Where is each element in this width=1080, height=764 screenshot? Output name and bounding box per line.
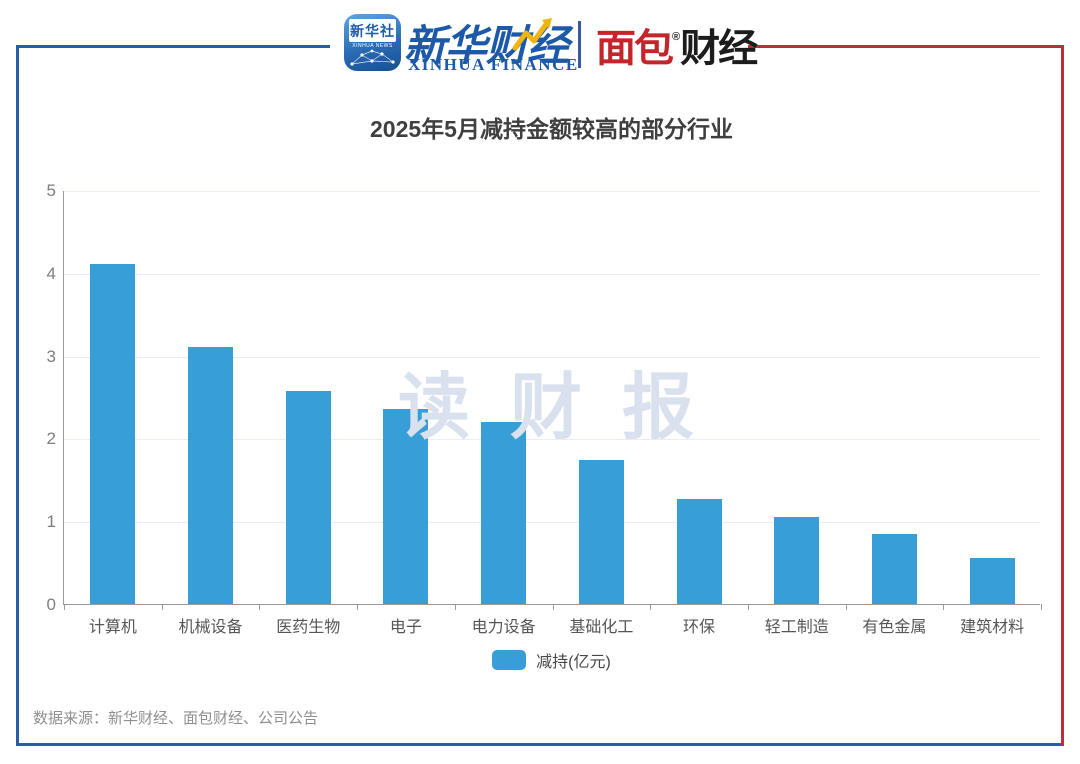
bar xyxy=(676,498,722,604)
bar xyxy=(969,558,1015,604)
y-tick-label: 5 xyxy=(46,181,56,200)
x-axis-tick xyxy=(357,604,359,610)
x-axis-tick xyxy=(64,604,65,610)
frame-top-right-line xyxy=(748,45,1064,48)
gridline-1 xyxy=(64,522,1040,524)
x-axis-tick xyxy=(552,604,554,610)
gridline-5 xyxy=(64,191,1040,192)
bar xyxy=(383,409,429,604)
legend-label: 减持(亿元) xyxy=(536,654,611,671)
x-tick-label: 计算机 xyxy=(88,619,137,636)
frame-bottom-line xyxy=(16,743,1064,746)
x-axis-tick xyxy=(161,604,163,610)
x-tick-label: 医药生物 xyxy=(276,619,341,636)
x-axis-tick xyxy=(454,604,456,610)
bar xyxy=(188,346,234,604)
xinhua-news-app-subtitle: XINHUA NEWS xyxy=(352,43,393,49)
y-tick-label: 4 xyxy=(46,263,56,283)
x-axis-tick xyxy=(650,604,652,610)
x-axis-tick xyxy=(259,604,261,610)
x-tick-label: 电子 xyxy=(389,619,422,636)
bar xyxy=(871,534,917,604)
breadfinance-logo-red: 面包 xyxy=(596,27,674,71)
x-tick-label: 环保 xyxy=(683,619,716,636)
y-tick-label: 3 xyxy=(46,346,56,366)
bar xyxy=(90,263,136,604)
data-source-note: 数据来源：新华财经、面包财经、公司公告 xyxy=(33,710,319,727)
x-axis-tick xyxy=(943,604,945,610)
breadfinance-logo: 面包®财经 xyxy=(596,17,758,73)
network-constellation-icon xyxy=(350,49,395,66)
y-tick-label: 1 xyxy=(46,512,56,532)
bar xyxy=(578,459,624,604)
x-tick-label: 有色金属 xyxy=(862,619,927,636)
x-tick-label: 轻工制造 xyxy=(764,619,829,636)
x-tick-label: 机械设备 xyxy=(178,619,243,636)
gridline-3 xyxy=(64,356,1040,358)
xinhua-finance-caption: XINHUA FINANCE xyxy=(408,55,579,74)
x-axis-tick xyxy=(747,604,749,610)
trend-arrow-icon xyxy=(512,18,552,51)
x-axis-tick xyxy=(845,604,847,610)
breadfinance-logo-black: 财经 xyxy=(680,27,758,71)
frame-top-left-line xyxy=(16,45,330,48)
frame-left-line xyxy=(16,45,19,746)
bar-chart-plot: 0 1 2 3 4 5 计算机 机械设备 医药生物 电子 电力设备 基础化工 环保 轻工制造 有色金属 建筑材… xyxy=(47,181,1042,636)
logo-divider xyxy=(578,21,581,68)
watermark: 读 财 报 xyxy=(398,368,705,448)
bar xyxy=(481,421,527,604)
x-tick-label: 基础化工 xyxy=(569,619,634,636)
bar xyxy=(285,391,331,604)
frame-right-line xyxy=(1061,45,1064,746)
y-tick-label: 0 xyxy=(46,595,56,614)
registered-mark-icon: ® xyxy=(672,31,681,44)
x-tick-label: 电力设备 xyxy=(471,619,536,636)
legend-swatch xyxy=(492,650,527,670)
legend: 减持(亿元) xyxy=(63,648,1040,672)
y-tick-label: 2 xyxy=(46,429,56,449)
bar xyxy=(774,517,820,604)
x-tick-label: 建筑材料 xyxy=(960,619,1025,636)
xinhua-news-app-icon: 新华社 XINHUA NEWS xyxy=(344,14,401,71)
chart-title: 2025年5月减持金额较高的部分行业 xyxy=(370,116,733,142)
x-axis-tick xyxy=(1041,604,1042,610)
xinhua-news-app-title: 新华社 xyxy=(349,19,396,42)
gridline-4 xyxy=(64,273,1040,275)
gridline-2 xyxy=(64,439,1040,441)
